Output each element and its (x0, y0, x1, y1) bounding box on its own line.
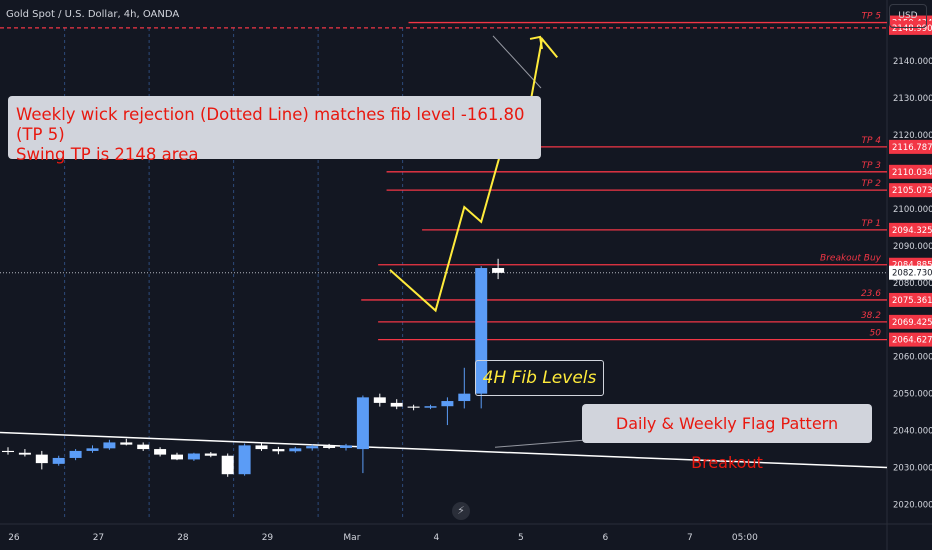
level-label: TP 2 (861, 179, 881, 189)
level-price-tag: 2069.425 (892, 318, 932, 328)
candle-body (86, 448, 99, 451)
y-tick-label: 2100.000 (893, 205, 932, 215)
projection-path (389, 36, 559, 313)
candle-body (52, 457, 65, 464)
level-price-tag-bg (889, 222, 932, 237)
weekly-callout-line-2: Swing TP is 2148 area (16, 145, 199, 164)
chart-title: Gold Spot / U.S. Dollar, 4h, OANDA (6, 9, 180, 20)
level-label: Breakout Buy (820, 254, 882, 264)
candle-body (356, 397, 369, 450)
x-tick-label: 6 (603, 533, 609, 543)
level-label: TP 1 (861, 219, 881, 229)
level-price-tag: 2105.073 (892, 186, 932, 196)
candle-body (373, 397, 386, 403)
candle-body (221, 455, 234, 475)
x-tick-label: 27 (93, 533, 104, 543)
y-tick-label: 2060.000 (893, 353, 932, 363)
level-label: TP 4 (861, 136, 881, 146)
projection-arrowhead (529, 35, 544, 50)
y-tick-label: 2050.000 (893, 390, 932, 400)
level-price-tag: 2075.361 (892, 296, 932, 306)
candle-body (171, 454, 183, 460)
candle-body (103, 442, 116, 449)
level-price-tag-bg (889, 314, 932, 329)
level-label: 23.6 (861, 289, 881, 299)
y-tick-label: 2020.000 (893, 501, 932, 511)
y-tick-label: 2080.000 (893, 279, 932, 289)
x-tick-label: 26 (8, 533, 20, 543)
candle-body (69, 450, 82, 458)
level-label: 38.2 (861, 311, 881, 321)
candle-body (424, 406, 437, 408)
level-price-tag: 2064.627 (892, 336, 932, 346)
level-price-tag-bg (889, 332, 932, 347)
lightning-icon[interactable]: ⚡ (452, 502, 470, 520)
y-tick-label: 2140.000 (893, 57, 932, 67)
current-price-tag-bg (889, 265, 932, 280)
x-tick-label: 29 (262, 533, 274, 543)
candle-body (18, 452, 31, 455)
weekly-wick-callout: Weekly wick rejection (Dotted Line) matc… (8, 96, 541, 164)
level-price-tag: 2148.990 (892, 24, 932, 34)
flag-callout-leader (494, 439, 587, 448)
x-tick-label: 4 (434, 533, 440, 543)
y-tick-label: 2120.000 (893, 131, 932, 141)
candle-body (137, 444, 150, 450)
y-tick-label: 2030.000 (893, 464, 932, 474)
level-price-tag-bg (889, 139, 932, 154)
x-tick-label: Mar (343, 533, 360, 543)
level-price-tag-bg (889, 183, 932, 198)
current-price-tag: 2082.730 (892, 269, 932, 279)
candle-body (475, 268, 488, 394)
x-tick-label: 5 (518, 533, 524, 543)
x-tick-label: 05:00 (732, 533, 758, 543)
level-price-tag-bg (889, 292, 932, 307)
y-tick-label: 2130.000 (893, 94, 932, 104)
y-tick-label: 2040.000 (893, 427, 932, 437)
candle-body (492, 268, 505, 273)
level-price-tag: 2094.325 (892, 226, 932, 236)
level-price-tag-bg (889, 164, 932, 179)
level-label: TP 3 (861, 161, 881, 171)
level-price-tag: 2116.787 (892, 143, 932, 153)
candle-body (272, 449, 285, 452)
level-label: TP 5 (861, 12, 881, 22)
candle-body (390, 402, 403, 407)
level-label: 50 (870, 329, 882, 339)
candle-body (340, 445, 352, 448)
candle-body (255, 445, 268, 450)
candle-body (187, 453, 200, 460)
candle-body (323, 446, 336, 448)
weekly-callout-line-1: Weekly wick rejection (Dotted Line) matc… (16, 105, 525, 144)
level-price-tag: 2110.034 (892, 168, 932, 178)
y-tick-label: 2090.000 (893, 242, 932, 252)
candle-body (289, 448, 302, 452)
weekly-callout-leader (492, 35, 542, 89)
candle-body (306, 446, 319, 449)
candle-body (154, 449, 167, 455)
x-tick-label: 7 (687, 533, 693, 543)
flag-breakout-callout: Daily & Weekly Flag Pattern Breakout (582, 404, 872, 472)
candle-body (35, 454, 48, 464)
candle-body (120, 442, 133, 445)
fib-levels-label: 4H Fib Levels (475, 360, 604, 396)
candle-body (2, 450, 14, 453)
candle-body (238, 445, 251, 475)
x-tick-label: 28 (177, 533, 189, 543)
candle-body (407, 406, 420, 408)
candle-body (458, 393, 471, 402)
candle-body (204, 453, 217, 456)
candle-body (441, 401, 454, 407)
flag-trend-line (0, 431, 888, 469)
currency-button[interactable]: USD (889, 4, 927, 28)
